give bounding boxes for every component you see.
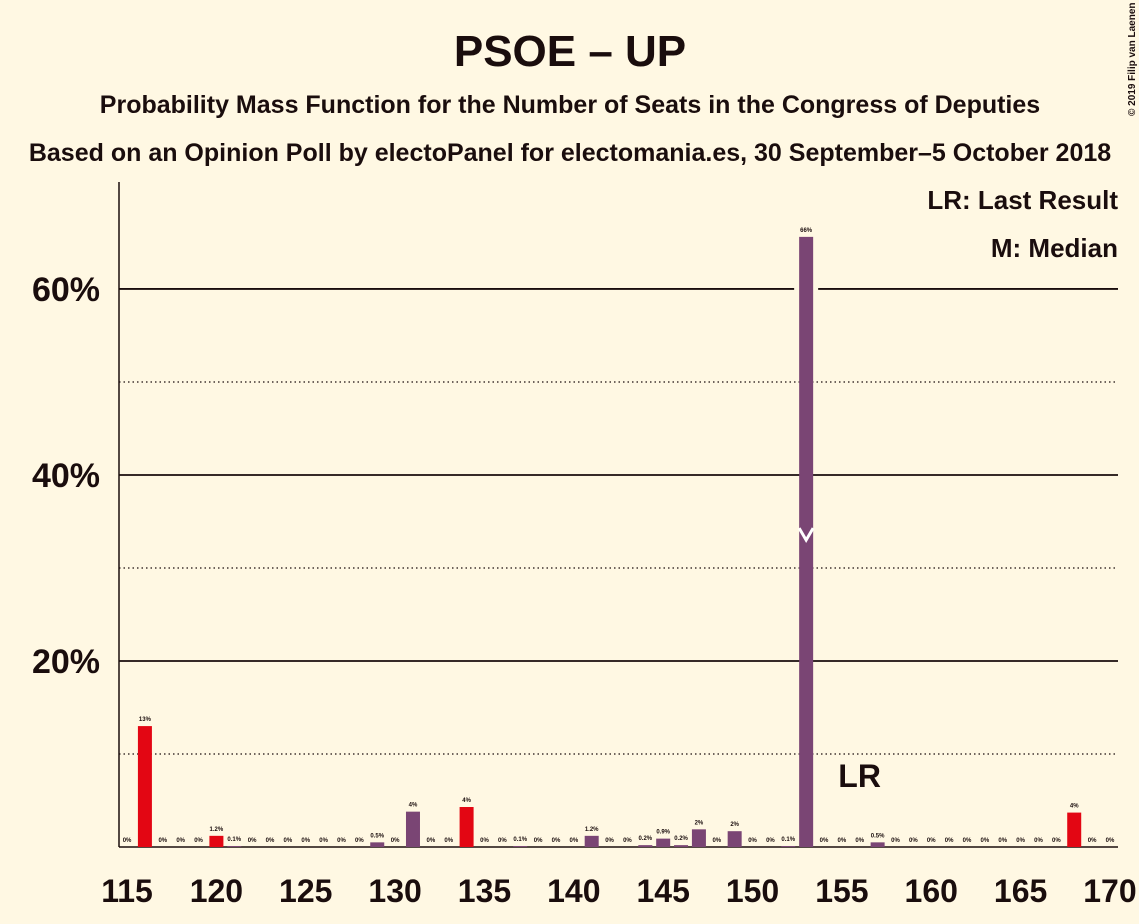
value-label: 0% <box>337 838 346 844</box>
last-result-label: LR <box>838 758 881 794</box>
value-label: 0% <box>1034 838 1043 844</box>
bar <box>227 846 242 847</box>
bar <box>674 845 689 847</box>
x-tick-label: 165 <box>994 873 1047 909</box>
x-tick-label: 135 <box>458 873 511 909</box>
value-label: 0% <box>623 838 632 844</box>
value-label: 0% <box>248 838 257 844</box>
bar <box>1067 812 1082 847</box>
value-label: 0% <box>891 838 900 844</box>
value-label: 13% <box>139 717 152 723</box>
value-label: 4% <box>1070 804 1079 810</box>
value-label: 0% <box>123 838 132 844</box>
value-label: 0% <box>605 838 614 844</box>
legend-entry: LR: Last Result <box>927 185 1118 215</box>
bar <box>638 845 653 847</box>
value-label: 0% <box>176 838 185 844</box>
x-tick-label: 140 <box>547 873 600 909</box>
value-label: 0% <box>981 838 990 844</box>
value-label: 0% <box>158 838 167 844</box>
bar <box>781 846 796 847</box>
x-tick-label: 120 <box>190 873 243 909</box>
bar <box>459 807 474 847</box>
x-tick-label: 150 <box>726 873 779 909</box>
value-label: 0% <box>927 838 936 844</box>
value-label: 2% <box>695 820 704 826</box>
bar <box>656 838 671 847</box>
chart-title: PSOE – UP <box>454 27 686 76</box>
bar <box>405 811 420 847</box>
bar <box>691 829 706 847</box>
value-label: 0% <box>1052 838 1061 844</box>
value-label: 0% <box>712 838 721 844</box>
value-label: 4% <box>409 803 418 809</box>
value-label: 1.2% <box>585 827 599 833</box>
y-tick-label: 40% <box>32 457 100 495</box>
value-label: 0% <box>569 838 578 844</box>
value-label: 0% <box>909 838 918 844</box>
value-label: 0% <box>319 838 328 844</box>
x-tick-label: 115 <box>101 873 153 909</box>
bar <box>513 846 528 847</box>
value-label: 66% <box>800 228 813 234</box>
legend-entry: M: Median <box>991 233 1118 263</box>
value-label: 0% <box>1106 838 1115 844</box>
x-tick-label: 160 <box>905 873 958 909</box>
value-label: 0.2% <box>638 836 652 842</box>
bar <box>870 842 885 847</box>
value-label: 0% <box>998 838 1007 844</box>
value-label: 0% <box>552 838 561 844</box>
median-marker <box>797 527 815 544</box>
value-label: 0% <box>284 838 293 844</box>
value-label: 2% <box>730 822 739 828</box>
value-label: 0% <box>534 838 543 844</box>
copyright: © 2019 Filip van Laenen <box>1127 2 1138 116</box>
y-tick-label: 60% <box>32 271 100 309</box>
value-label: 0.9% <box>656 830 670 836</box>
value-label: 0% <box>194 838 203 844</box>
value-label: 0% <box>963 838 972 844</box>
x-tick-label: 130 <box>368 873 421 909</box>
bar <box>370 842 385 847</box>
bar <box>137 726 152 847</box>
value-label: 0.1% <box>781 837 795 843</box>
value-label: 0% <box>427 838 436 844</box>
x-tick-label: 145 <box>636 873 689 909</box>
value-label: 0% <box>855 838 864 844</box>
value-label: 0.5% <box>370 833 384 839</box>
value-label: 4% <box>462 798 471 804</box>
value-label: 0% <box>498 838 507 844</box>
value-label: 0% <box>1088 838 1097 844</box>
value-label: 0% <box>766 838 775 844</box>
x-tick-label: 155 <box>815 873 868 909</box>
value-label: 0% <box>945 838 954 844</box>
value-label: 0.1% <box>227 837 241 843</box>
value-label: 0% <box>266 838 275 844</box>
value-label: 0% <box>1016 838 1025 844</box>
bar <box>209 835 224 847</box>
value-label: 0% <box>355 838 364 844</box>
value-label: 0% <box>444 838 453 844</box>
value-label: 0% <box>838 838 847 844</box>
bar <box>584 835 599 847</box>
value-label: 0% <box>301 838 310 844</box>
x-tick-label: 125 <box>279 873 332 909</box>
x-tick-label: 170 <box>1083 873 1136 909</box>
value-label: 0% <box>480 838 489 844</box>
bar <box>727 831 742 847</box>
value-label: 0.1% <box>513 837 527 843</box>
value-label: 1.2% <box>210 827 224 833</box>
value-label: 0% <box>391 838 400 844</box>
y-tick-label: 20% <box>32 643 100 681</box>
chart-subtitle: Based on an Opinion Poll by electoPanel … <box>29 139 1111 167</box>
value-label: 0% <box>820 838 829 844</box>
value-label: 0% <box>748 838 757 844</box>
value-label: 0.2% <box>674 836 688 842</box>
chart-subtitle: Probability Mass Function for the Number… <box>100 91 1040 119</box>
value-label: 0.5% <box>871 833 885 839</box>
